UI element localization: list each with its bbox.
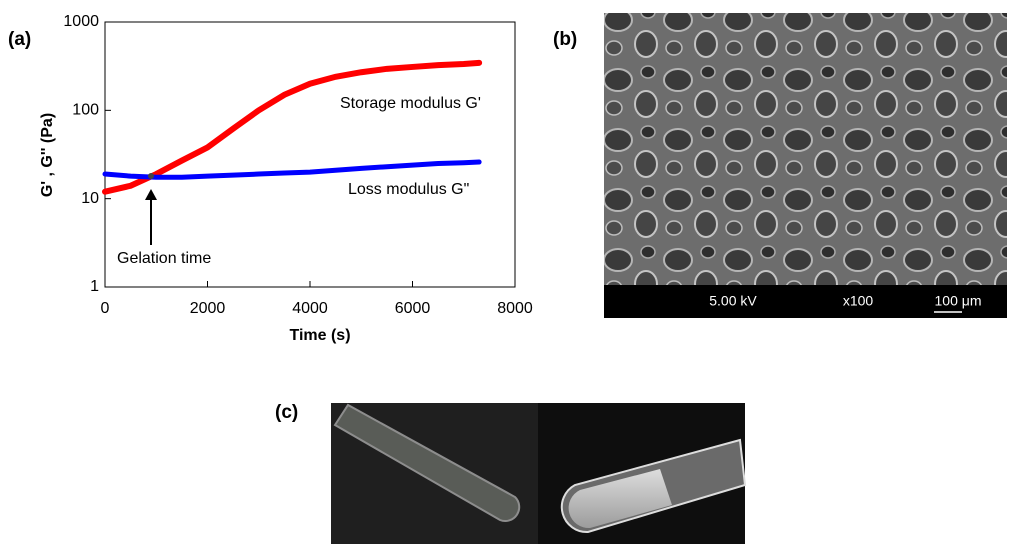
figure: (a) Time (s) G' , G'' (Pa) 1 10 100 1000 0 20…: [0, 0, 1010, 544]
y-axis-label: G' , G'' (Pa): [39, 113, 56, 197]
x-tick-label: 4000: [292, 300, 328, 317]
x-tick-label: 8000: [497, 300, 533, 317]
sem-voltage: 5.00 kV: [709, 293, 757, 309]
y-tick-label: 100: [72, 102, 99, 119]
sem-scale-bar-label: 100 μm: [935, 293, 982, 309]
annotation-arrowhead: [145, 189, 157, 200]
x-tick-label: 6000: [395, 300, 431, 317]
sem-magnification: x100: [843, 293, 874, 309]
y-tick-label: 1: [90, 278, 99, 295]
x-axis-label: Time (s): [289, 327, 350, 344]
panel-label: (c): [275, 402, 298, 423]
crossover-point: [148, 173, 154, 179]
panel-label: (b): [553, 29, 577, 50]
series-label: Loss modulus G": [348, 181, 469, 198]
y-tick-label: 10: [81, 190, 99, 207]
panel-label: (a): [8, 29, 31, 50]
figure-canvas: (a) Time (s) G' , G'' (Pa) 1 10 100 1000 0 20…: [0, 0, 1010, 544]
annotation: Gelation time: [117, 250, 211, 267]
x-tick-label: 0: [101, 300, 110, 317]
x-tick-label: 2000: [190, 300, 226, 317]
series-label: Storage modulus G': [340, 95, 481, 112]
plot: 1 10 100 1000 0 2000 4000 6000 8000 Storage modul…: [63, 13, 532, 317]
y-tick-label: 1000: [63, 13, 99, 30]
sem-image: [604, 13, 1007, 285]
